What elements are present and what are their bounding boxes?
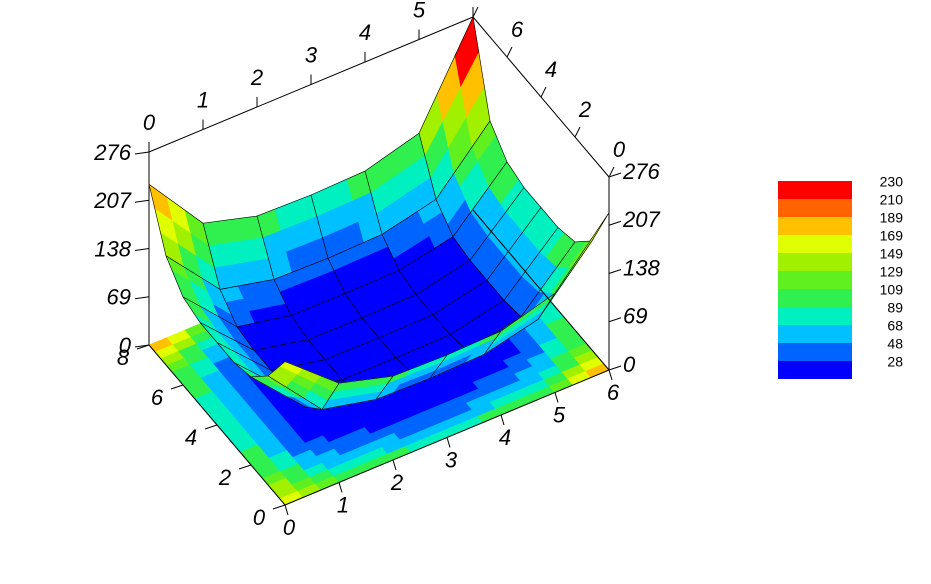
tick-label: 4 (359, 20, 371, 45)
legend-label: 210 (880, 192, 904, 208)
x-tick (446, 437, 451, 448)
legend-label: 230 (880, 174, 904, 190)
y-tick (608, 166, 615, 178)
tick-label: 4 (499, 425, 511, 450)
tick-label: 8 (477, 0, 490, 2)
tick-label: 0 (623, 352, 636, 377)
x-tick (554, 392, 559, 403)
tick-label: 3 (445, 447, 458, 472)
y-tick (472, 6, 479, 18)
tick-label: 4 (545, 57, 557, 82)
y-tick (136, 344, 150, 350)
z-tick (608, 269, 622, 274)
x-tick (500, 414, 505, 426)
tick-label: 207 (622, 207, 660, 232)
legend-label: 109 (880, 282, 904, 298)
floor-edge (472, 209, 610, 371)
z-tick (608, 317, 622, 323)
y-tick (204, 424, 218, 430)
legend-swatch (778, 271, 852, 289)
tick-label: 69 (107, 285, 131, 310)
legend-swatch (778, 199, 852, 217)
y-tick (574, 126, 581, 138)
tick-label: 0 (119, 333, 132, 358)
tick-label: 0 (613, 137, 626, 162)
tick-label: 0 (283, 515, 296, 540)
tick-label: 276 (622, 159, 660, 184)
legend-swatch (778, 181, 852, 199)
z-tick (608, 365, 622, 371)
y-tick (506, 46, 513, 58)
tick-label: 138 (94, 236, 131, 261)
z-tick (608, 172, 622, 178)
tick-label: 2 (578, 97, 591, 122)
tick-label: 138 (623, 255, 660, 280)
z-tick (608, 220, 622, 226)
tick-label: 8 (117, 345, 130, 370)
surface (148, 15, 610, 410)
x-tick (608, 369, 613, 381)
tick-label: 2 (218, 465, 231, 490)
tick-label: 3 (305, 42, 318, 67)
x-tick (284, 504, 289, 516)
tick-label: 1 (337, 492, 349, 517)
legend-label: 89 (887, 300, 903, 316)
tick-label: 6 (607, 380, 620, 405)
tick-label: 276 (93, 140, 131, 165)
legend-swatch (778, 235, 852, 253)
tick-label: 2 (390, 470, 403, 495)
z-tick (134, 151, 150, 155)
legend-label: 149 (880, 246, 904, 262)
legend-label: 48 (887, 336, 903, 352)
tick-label: 2 (250, 65, 263, 90)
legend-swatch (778, 307, 852, 325)
tick-label: 0 (143, 110, 156, 135)
surface-mesh (267, 361, 340, 410)
legend-swatch (778, 253, 852, 271)
tick-label: 69 (623, 304, 647, 329)
tick-label: 1 (197, 87, 209, 112)
z-tick (134, 199, 150, 203)
legend-swatch (778, 325, 852, 343)
legend-swatch (778, 289, 852, 307)
z-tick (134, 296, 150, 300)
y-tick (170, 384, 184, 390)
legend-swatch (778, 343, 852, 361)
tick-label: 5 (413, 0, 426, 22)
legend-label: 169 (880, 228, 904, 244)
x-tick (338, 482, 343, 493)
tick-label: 6 (151, 385, 164, 410)
tick-label: 207 (93, 188, 131, 213)
y-tick (238, 464, 252, 470)
legend-label: 129 (880, 264, 904, 280)
tick-label: 6 (511, 17, 524, 42)
legend-label: 189 (880, 210, 904, 226)
legend-swatch (778, 217, 852, 235)
legend-swatch (778, 361, 852, 379)
tick-label: 4 (185, 425, 197, 450)
tick-label: 5 (553, 402, 566, 427)
z-tick (134, 248, 150, 251)
legend-label: 28 (887, 354, 903, 370)
tick-label: 0 (253, 505, 266, 530)
x-tick (392, 459, 397, 471)
y-tick (540, 86, 547, 98)
y-tick (272, 504, 286, 510)
legend-label: 68 (887, 318, 903, 334)
